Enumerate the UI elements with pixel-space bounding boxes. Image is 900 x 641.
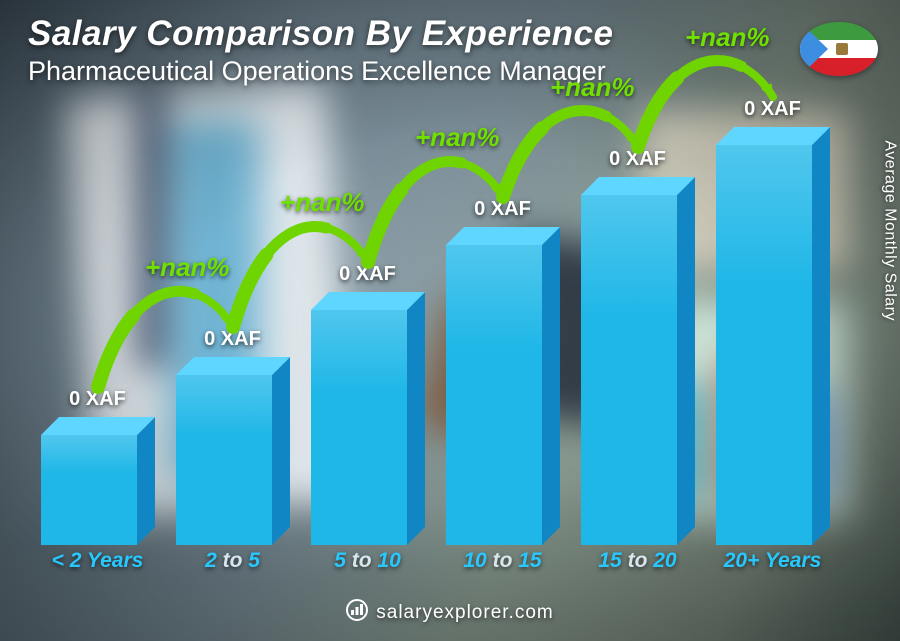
footer-attribution: salaryexplorer.com [0, 599, 900, 627]
country-flag-icon [800, 22, 878, 76]
footer-text: salaryexplorer.com [376, 602, 553, 623]
growth-percent-label: +nan% [685, 22, 770, 53]
bar [446, 227, 560, 545]
bar [581, 177, 695, 545]
category-label: 20+ Years [705, 549, 840, 573]
category-label: < 2 Years [30, 549, 165, 573]
logo-icon [346, 599, 368, 627]
chart-canvas: Salary Comparison By Experience Pharmace… [0, 0, 900, 641]
category-label: 15 to 20 [570, 549, 705, 573]
category-label: 10 to 15 [435, 549, 570, 573]
category-label: 2 to 5 [165, 549, 300, 573]
bar [41, 417, 155, 545]
bar [716, 127, 830, 545]
category-label: 5 to 10 [300, 549, 435, 573]
y-axis-label: Average Monthly Salary [881, 140, 899, 321]
bar-chart: 0 XAF< 2 Years0 XAF2 to 50 XAF5 to 100 X… [30, 93, 840, 573]
growth-arrow: +nan% [618, 22, 793, 157]
